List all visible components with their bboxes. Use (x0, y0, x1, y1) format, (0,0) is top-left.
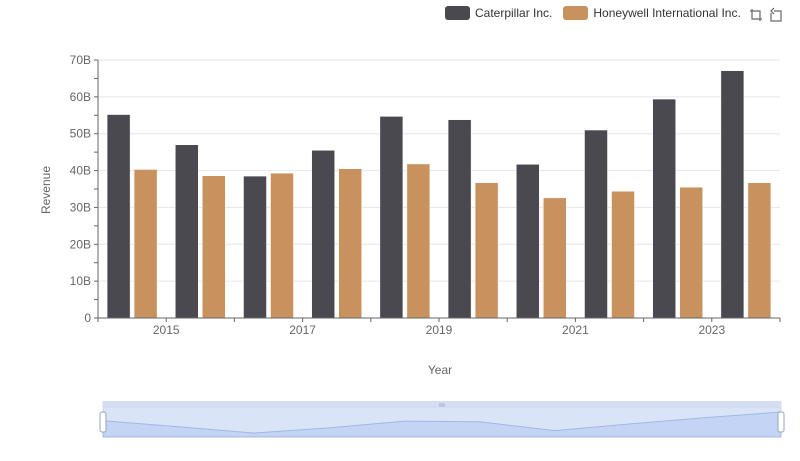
bar-honeywell-2018 (406, 163, 431, 319)
bar-caterpillar-2017 (311, 150, 335, 319)
x-axis-title: Year (428, 363, 452, 377)
bar-caterpillar-2021 (584, 129, 608, 319)
bar-caterpillar-2015 (175, 144, 199, 319)
bar-caterpillar-2022 (652, 98, 676, 319)
y-tick-label: 20B (70, 237, 91, 251)
bar-honeywell-2017 (338, 168, 362, 319)
y-tick-label: 50B (70, 127, 91, 141)
zoom-handle-left[interactable] (99, 411, 107, 433)
y-tick-label: 30B (70, 200, 91, 214)
zoom-handle-left-grip (99, 411, 107, 433)
y-tick-label: 70B (70, 53, 91, 67)
x-tick-label: 2023 (698, 323, 725, 337)
bar-caterpillar-2019 (447, 119, 472, 319)
legend-swatch-honeywell (563, 6, 589, 20)
legend-item-honeywell[interactable]: Honeywell International Inc. (563, 6, 741, 20)
bar-caterpillar-2018 (379, 116, 404, 319)
bar-caterpillar-2020 (516, 164, 540, 319)
legend-label-caterpillar: Caterpillar Inc. (475, 6, 553, 20)
y-tick-label: 10B (70, 274, 91, 288)
gridlines (98, 59, 780, 319)
y-tick-label: 40B (70, 164, 91, 178)
x-tick-label: 2021 (562, 323, 589, 337)
legend-swatch-caterpillar (445, 6, 470, 20)
x-tick-label: 2019 (426, 323, 453, 337)
x-axis: 2015 2017 2019 2021 2023 (97, 317, 781, 337)
x-tick-label: 2017 (289, 323, 316, 337)
bar-honeywell-2022 (679, 186, 703, 319)
y-tick-label: 0 (84, 311, 91, 325)
legend: Caterpillar Inc. Honeywell International… (445, 4, 752, 22)
zoom-preview-area (102, 411, 782, 438)
bar-honeywell-2023 (747, 182, 772, 319)
y-axis: 0 10B 20B 30B 40B 50B 60B 70B (70, 53, 99, 325)
bar-honeywell-2015 (202, 175, 226, 319)
bar-honeywell-2014 (133, 169, 158, 319)
bar-honeywell-2021 (611, 190, 635, 319)
zoom-icon[interactable] (747, 6, 765, 24)
legend-label-honeywell: Honeywell International Inc. (593, 6, 741, 20)
bar-caterpillar-2016 (243, 175, 267, 319)
bar-caterpillar-2014 (106, 114, 131, 319)
bars (106, 70, 772, 319)
bar-honeywell-2016 (270, 172, 294, 319)
restore-icon[interactable] (766, 6, 784, 24)
bar-caterpillar-2023 (720, 70, 745, 319)
x-tick-label: 2015 (153, 323, 180, 337)
bar-honeywell-2019 (474, 182, 499, 319)
toolbox (746, 6, 784, 24)
legend-item-caterpillar[interactable]: Caterpillar Inc. (445, 6, 552, 20)
bar-honeywell-2020 (543, 197, 567, 319)
zoom-handle-right[interactable] (777, 411, 785, 433)
y-tick-label: 60B (70, 90, 91, 104)
y-axis-title: Revenue (39, 166, 53, 214)
zoom-handle-right-grip (777, 411, 785, 433)
data-zoom-slider (99, 401, 785, 438)
